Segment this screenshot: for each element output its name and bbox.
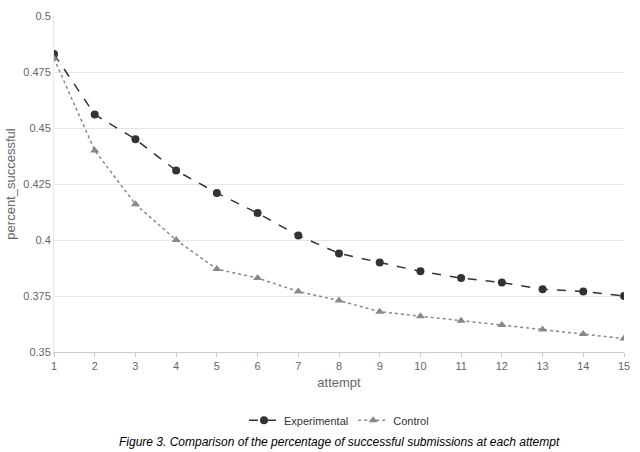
svg-text:4: 4 [173, 360, 179, 372]
svg-text:14: 14 [577, 360, 589, 372]
svg-text:3: 3 [132, 360, 138, 372]
svg-text:0.425: 0.425 [23, 178, 51, 190]
svg-text:0.45: 0.45 [29, 122, 50, 134]
svg-text:1: 1 [51, 360, 57, 372]
svg-text:8: 8 [336, 360, 342, 372]
svg-text:2: 2 [92, 360, 98, 372]
svg-text:Figure 3. Comparison of the pe: Figure 3. Comparison of the percentage o… [119, 435, 560, 449]
svg-text:attempt: attempt [317, 375, 361, 390]
svg-text:10: 10 [414, 360, 426, 372]
svg-text:9: 9 [377, 360, 383, 372]
svg-text:7: 7 [295, 360, 301, 372]
svg-text:13: 13 [536, 360, 548, 372]
svg-text:11: 11 [455, 360, 466, 372]
svg-text:percent_successful: percent_successful [3, 128, 18, 239]
svg-text:5: 5 [214, 360, 220, 372]
svg-text:Control: Control [393, 415, 428, 427]
svg-text:0.4: 0.4 [36, 234, 51, 246]
svg-text:0.5: 0.5 [36, 10, 51, 22]
svg-text:6: 6 [255, 360, 261, 372]
svg-text:12: 12 [496, 360, 508, 372]
svg-text:0.475: 0.475 [23, 66, 51, 78]
svg-text:15: 15 [618, 360, 630, 372]
svg-text:0.35: 0.35 [29, 346, 50, 358]
svg-text:Experimental: Experimental [284, 415, 348, 427]
svg-text:0.375: 0.375 [23, 290, 51, 302]
